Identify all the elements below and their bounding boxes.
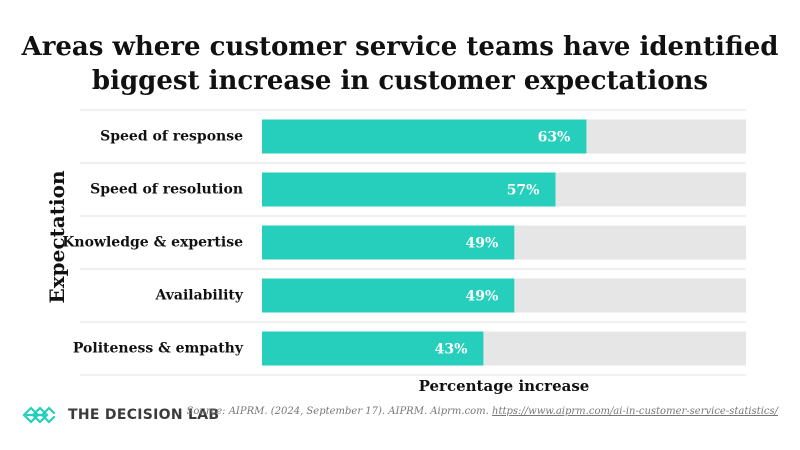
source-link[interactable]: https://www.aiprm.com/ai-in-customer-ser… <box>492 406 778 417</box>
data-label: 63% <box>538 130 571 146</box>
brand-logo: THE DECISION LAB <box>22 402 219 428</box>
category-label: Knowledge & expertise <box>62 235 243 251</box>
data-label: 49% <box>466 236 499 252</box>
bar <box>262 119 587 154</box>
bar <box>262 172 556 207</box>
source-citation: Source: AIPRM. (2024, September 17). AIP… <box>187 406 778 417</box>
bar <box>262 278 515 313</box>
x-axis-label: Percentage increase <box>418 377 590 395</box>
category-label: Speed of response <box>100 129 243 145</box>
category-label: Speed of resolution <box>90 182 243 198</box>
data-label: 57% <box>507 183 540 199</box>
source-text: Source: AIPRM. (2024, September 17). AIP… <box>186 406 489 417</box>
category-label: Politeness & empathy <box>73 341 244 357</box>
data-label: 43% <box>435 342 468 358</box>
data-label: 49% <box>466 289 499 305</box>
chart-title: Areas where customer service teams have … <box>21 32 779 96</box>
category-label: Availability <box>154 288 243 304</box>
brand-name: THE DECISION LAB <box>68 407 220 423</box>
decision-lab-logo-icon <box>22 406 56 424</box>
bar <box>262 225 515 260</box>
bar <box>262 331 484 366</box>
